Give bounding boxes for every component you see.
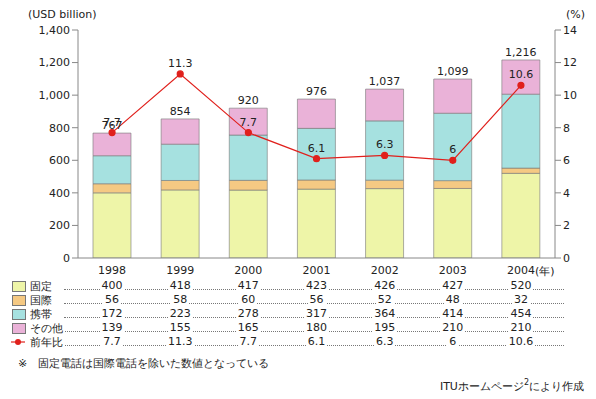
- html-text:56: 56: [105, 293, 120, 306]
- svg-text:920: 920: [238, 94, 259, 107]
- svg-text:1999: 1999: [166, 264, 194, 277]
- html-text:国際: 国際: [30, 294, 52, 307]
- html-text:7.7: 7.7: [239, 335, 258, 348]
- svg-text:12: 12: [563, 56, 577, 69]
- html-text:前年比: 前年比: [30, 336, 63, 349]
- html-text:426: 426: [374, 279, 396, 292]
- html-text:223: 223: [169, 307, 191, 320]
- svg-text:2: 2: [563, 219, 570, 232]
- svg-text:1,216: 1,216: [505, 46, 537, 59]
- html-text:6.3: 6.3: [375, 335, 394, 348]
- svg-text:0: 0: [63, 252, 70, 265]
- html-text:427: 427: [442, 279, 464, 292]
- html-text:139: 139: [101, 321, 123, 334]
- html-text:520: 520: [510, 279, 532, 292]
- svg-text:0: 0: [563, 252, 570, 265]
- svg-text:1,099: 1,099: [437, 65, 469, 78]
- html-text:180: 180: [306, 321, 327, 334]
- html-text:52: 52: [377, 293, 392, 306]
- html-text:195: 195: [374, 321, 396, 334]
- html-text:11.3: 11.3: [168, 335, 193, 348]
- html-text:317: 317: [306, 307, 327, 320]
- html-text:423: 423: [306, 279, 327, 292]
- html-text:364: 364: [374, 307, 396, 320]
- html-text:172: 172: [101, 307, 123, 320]
- svg-text:6: 6: [449, 143, 456, 156]
- svg-text:14: 14: [563, 24, 577, 37]
- svg-text:7.7: 7.7: [103, 116, 121, 129]
- svg-text:6.1: 6.1: [308, 142, 326, 155]
- svg-text:11.3: 11.3: [168, 57, 193, 70]
- svg-text:1998: 1998: [98, 264, 126, 277]
- html-text:48: 48: [445, 293, 460, 306]
- svg-text:400: 400: [49, 187, 70, 200]
- svg-text:6.3: 6.3: [376, 138, 394, 151]
- svg-text:854: 854: [170, 105, 191, 118]
- svg-text:600: 600: [49, 154, 70, 167]
- svg-text:2000: 2000: [234, 264, 262, 277]
- html-text:400: 400: [101, 279, 123, 292]
- svg-text:2001: 2001: [303, 264, 331, 277]
- html-text:(USD billion): (USD billion): [28, 8, 97, 21]
- html-text:7.7: 7.7: [103, 335, 121, 348]
- svg-text:1,200: 1,200: [39, 56, 71, 69]
- svg-text:1,037: 1,037: [369, 75, 401, 88]
- html-text:165: 165: [237, 321, 259, 334]
- html-text:携帯: 携帯: [30, 308, 52, 321]
- html-text:417: 417: [237, 279, 259, 292]
- svg-text:2004: 2004: [507, 264, 535, 277]
- svg-text:8: 8: [563, 122, 570, 135]
- html-text:58: 58: [173, 293, 188, 306]
- html-text:ITUホームページ2により作成: ITUホームページ2により作成: [439, 378, 584, 393]
- html-text:418: 418: [169, 279, 191, 292]
- svg-text:6: 6: [563, 154, 570, 167]
- html-text:(年): (年): [534, 265, 555, 278]
- html-text:210: 210: [442, 321, 464, 334]
- html-text:60: 60: [241, 293, 256, 306]
- html-text:56: 56: [309, 293, 324, 306]
- svg-text:200: 200: [49, 219, 70, 232]
- svg-text:800: 800: [49, 122, 70, 135]
- svg-text:4: 4: [563, 187, 570, 200]
- html-text:414: 414: [442, 307, 464, 320]
- html-text:278: 278: [237, 307, 259, 320]
- html-text:その他: その他: [30, 322, 63, 335]
- html-text:454: 454: [510, 307, 532, 320]
- svg-text:10.6: 10.6: [509, 68, 534, 81]
- html-text:10.6: 10.6: [508, 335, 534, 348]
- html-text:6.1: 6.1: [307, 335, 326, 348]
- html-text:155: 155: [169, 321, 191, 334]
- svg-text:2003: 2003: [439, 264, 467, 277]
- html-text:固定: 固定: [30, 280, 52, 293]
- svg-text:10: 10: [563, 89, 577, 102]
- svg-text:1,400: 1,400: [39, 24, 71, 37]
- html-text:32: 32: [513, 293, 528, 306]
- svg-text:2002: 2002: [371, 264, 399, 277]
- html-text:6: 6: [449, 335, 457, 348]
- svg-text:976: 976: [306, 85, 327, 98]
- svg-text:1,000: 1,000: [39, 89, 71, 102]
- html-text:210: 210: [510, 321, 532, 334]
- svg-text:7.7: 7.7: [240, 116, 258, 129]
- html-text:※ 固定電話は国際電話を除いた数値となっている: ※ 固定電話は国際電話を除いた数値となっている: [18, 357, 270, 370]
